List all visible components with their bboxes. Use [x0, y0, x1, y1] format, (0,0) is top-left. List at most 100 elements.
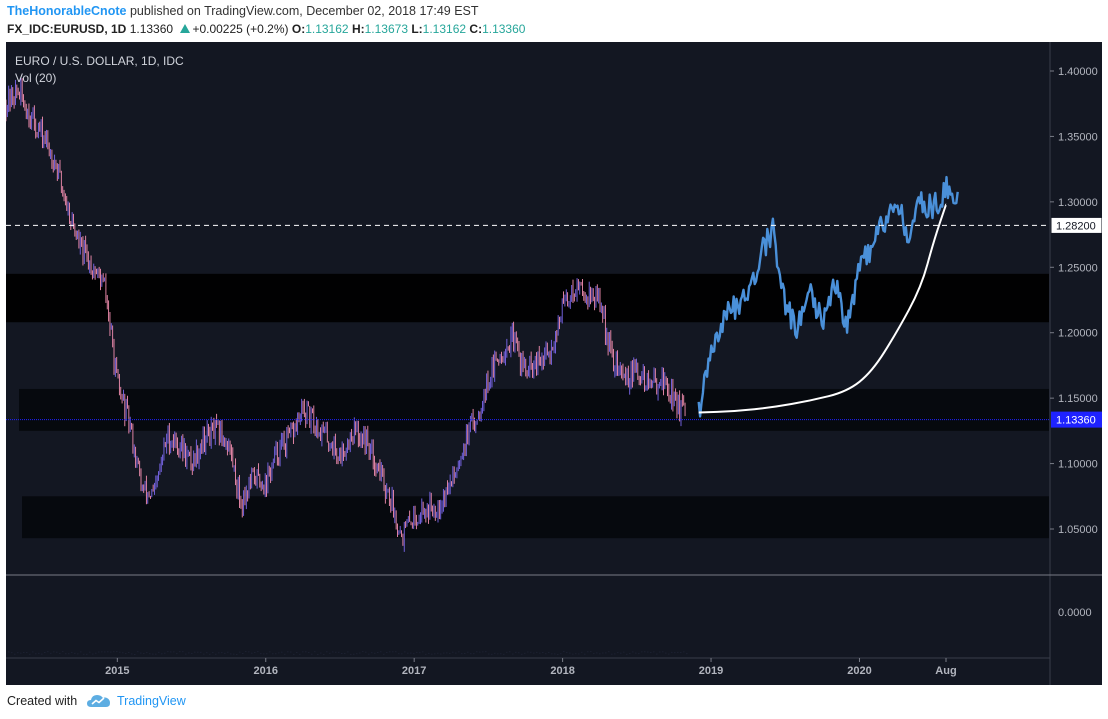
volume-bar — [437, 652, 439, 654]
volume-bar — [65, 653, 67, 655]
volume-bar — [71, 651, 73, 653]
volume-bar — [617, 652, 619, 654]
volume-bar — [524, 652, 526, 654]
volume-bar — [605, 652, 607, 654]
volume-bar — [557, 653, 559, 655]
volume-bar — [425, 653, 427, 655]
volume-bar — [515, 651, 517, 653]
volume-bar — [473, 653, 475, 655]
published-text: published on TradingView.com, December 0… — [129, 4, 479, 18]
high-label: H: — [351, 22, 365, 36]
volume-bar — [500, 653, 502, 655]
volume-bar — [647, 651, 649, 653]
volume-bar — [62, 651, 64, 653]
volume-bar — [431, 653, 433, 655]
close-value: 1.13360 — [482, 22, 526, 36]
author-link[interactable]: TheHonorableCnote — [7, 4, 127, 18]
volume-bar — [95, 652, 97, 654]
volume-bar — [128, 652, 130, 654]
tradingview-brand-link[interactable]: TradingView — [117, 694, 186, 708]
volume-bar — [20, 652, 22, 654]
volume-bar — [416, 651, 418, 653]
volume-bar — [464, 653, 466, 655]
volume-bar — [638, 653, 640, 655]
volume-bar — [122, 652, 124, 654]
quote-line: FX_IDC:EURUSD, 1D 1.13360 +0.00225 (+0.2… — [7, 22, 525, 36]
volume-bar — [491, 653, 493, 655]
volume-bar — [224, 652, 226, 654]
volume-bar — [644, 651, 646, 653]
volume-bar — [341, 652, 343, 654]
chart-area[interactable]: 1.40000 1.35000 1.30000 1.25000 1.20000 1.150… — [6, 42, 1102, 685]
volume-bar — [137, 651, 139, 653]
volume-bar — [209, 653, 211, 655]
volume-bar — [611, 653, 613, 655]
support-zone-1 — [19, 388, 1049, 431]
volume-bar — [551, 653, 553, 655]
volume-bar — [272, 653, 274, 655]
volume-bar — [542, 651, 544, 653]
volume-bar — [485, 651, 487, 653]
dashed-level-badge — [1050, 216, 1102, 234]
volume-bar — [140, 652, 142, 654]
volume-bar — [422, 651, 424, 653]
volume-bar — [230, 653, 232, 655]
volume-bar — [143, 653, 145, 655]
volume-bar — [368, 653, 370, 655]
volume-bar — [653, 651, 655, 653]
volume-bar — [110, 651, 112, 653]
volume-bar — [326, 651, 328, 653]
volume-bar — [161, 653, 163, 655]
trend-curve — [698, 204, 948, 414]
volume-bar — [107, 651, 109, 653]
volume-bar — [572, 653, 574, 655]
y-tick-label: 1.35000 — [1058, 131, 1098, 143]
volume-bar — [26, 651, 28, 653]
volume-bar — [287, 651, 289, 653]
change-text: +0.00225 (+0.2%) — [192, 22, 289, 36]
volume-bar — [635, 652, 637, 654]
volume-bar — [584, 653, 586, 655]
volume-bar — [179, 651, 181, 653]
volume-bar — [32, 651, 34, 653]
volume-bar — [530, 651, 532, 653]
volume-bar — [593, 653, 595, 655]
x-tick-label: 2017 — [402, 665, 426, 677]
price-chart[interactable]: 1.40000 1.35000 1.30000 1.25000 1.20000 1.150… — [6, 42, 1102, 685]
volume-bar — [374, 652, 376, 654]
volume-bar — [662, 651, 664, 653]
volume-bar — [38, 652, 40, 654]
volume-bar — [200, 651, 202, 653]
volume-bar — [503, 653, 505, 655]
volume-bar — [659, 651, 661, 653]
volume-bar — [263, 653, 265, 655]
low-label: L: — [411, 22, 423, 36]
volume-bar — [296, 652, 298, 654]
volume-bar — [290, 651, 292, 653]
low-value: 1.13162 — [422, 22, 467, 36]
volume-bar — [317, 653, 319, 655]
x-tick-label: 2020 — [847, 665, 871, 677]
volume-bar — [677, 651, 679, 653]
volume-bar — [53, 651, 55, 653]
volume-bar — [314, 651, 316, 653]
volume-bar — [308, 651, 310, 653]
volume-bar — [332, 651, 334, 653]
volume-bar — [545, 653, 547, 655]
y-tick-label: 1.25000 — [1058, 262, 1098, 274]
volume-bar — [518, 652, 520, 654]
y-tick-label: 1.20000 — [1058, 328, 1098, 340]
volume-bar — [632, 651, 634, 653]
x-tick-label: Aug — [935, 665, 956, 677]
volume-bar — [113, 651, 115, 653]
volume-bar — [344, 653, 346, 655]
volume-bar — [281, 651, 283, 653]
volume-bar — [359, 652, 361, 654]
volume-bar — [89, 651, 91, 653]
y-tick-label: 1.15000 — [1058, 393, 1098, 405]
volume-bar — [608, 651, 610, 653]
chart-header: TheHonorableCnote published on TradingVi… — [0, 0, 1108, 42]
volume-bar — [275, 653, 277, 655]
candlestick-series — [6, 77, 686, 552]
tradingview-cloud-icon[interactable] — [86, 693, 112, 709]
